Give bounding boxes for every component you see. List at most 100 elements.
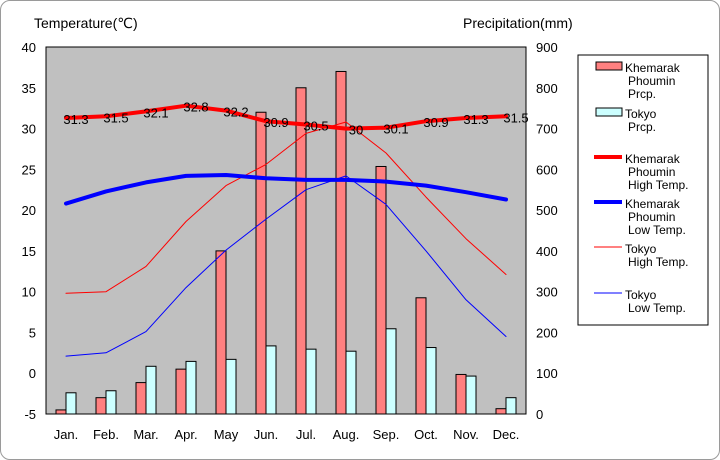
x-tick-6: Jul. — [296, 427, 316, 442]
data-label-high-3: 32.8 — [183, 100, 208, 115]
bar-khemarak-prcp-11 — [495, 408, 507, 415]
khemarak-low-line — [64, 173, 508, 206]
bar-tokyo-prcp-9 — [425, 347, 437, 415]
data-label-high-6: 30.5 — [303, 118, 328, 133]
legend-tokyo-high-label-0: Tokyo — [625, 242, 657, 256]
data-label-high-4: 32.2 — [223, 105, 248, 120]
right-tick-2: 200 — [536, 325, 558, 340]
legend-tokyo-prcp-label-0: Tokyo — [625, 107, 657, 121]
left-tick-9: 40 — [22, 40, 36, 55]
right-tick-0: 0 — [536, 407, 543, 422]
bar-tokyo-prcp-6 — [305, 348, 317, 415]
legend-tokyo-prcp-label-1: Prcp. — [628, 120, 656, 134]
bar-khemarak-prcp-1 — [95, 397, 107, 415]
bar-khemarak-prcp-4 — [215, 250, 227, 415]
bar-khemarak-prcp-5 — [255, 111, 267, 415]
bar-tokyo-prcp-7 — [345, 350, 357, 415]
left-axis-title: Temperature(℃) — [34, 15, 138, 31]
legend-tokyo-low-label-1: Low Temp. — [628, 301, 686, 315]
bars-layer — [55, 70, 517, 415]
legend-khemarak-low-label-0: Khemarak — [625, 197, 681, 211]
x-tick-11: Dec. — [493, 427, 520, 442]
tokyo-low-line — [65, 175, 507, 357]
right-axis-title: Precipitation(mm) — [463, 15, 573, 31]
legend-khemarak-prcp-label-2: Prcp. — [628, 87, 656, 101]
data-label-high-1: 31.5 — [103, 110, 128, 125]
legend-khemarak-prcp-label-0: Khemarak — [625, 61, 681, 75]
left-tick-5: 20 — [22, 203, 36, 218]
x-tick-5: Jun. — [254, 427, 279, 442]
bar-tokyo-prcp-2 — [145, 365, 157, 415]
bar-khemarak-prcp-9 — [415, 297, 427, 415]
bar-khemarak-prcp-6 — [295, 87, 307, 415]
x-tick-9: Oct. — [414, 427, 438, 442]
bar-khemarak-prcp-7 — [335, 70, 347, 415]
right-axis-ticks: 0 100 200 300 400 500 600 700 800 900 — [536, 40, 558, 422]
x-tick-10: Nov. — [453, 427, 479, 442]
x-axis-ticks: Jan. Feb. Mar. Apr. May Jun. Jul. Aug. Sep. Oct. N… — [54, 427, 520, 442]
bar-tokyo-prcp-11 — [505, 397, 517, 415]
bar-khemarak-prcp-3 — [175, 368, 187, 415]
data-labels-layer: 31.3 31.5 32.1 32.8 32.2 30.9 30.5 30 30.1 30.9 31… — [63, 100, 528, 138]
legend-tokyo-high-label-1: High Temp. — [628, 255, 688, 269]
x-tick-4: May — [214, 427, 239, 442]
bar-khemarak-prcp-2 — [135, 382, 147, 415]
left-axis-ticks: -5 0 5 10 15 20 25 30 35 40 — [22, 40, 36, 422]
right-tick-8: 800 — [536, 81, 558, 96]
lines-layer — [64, 103, 508, 357]
x-tick-2: Mar. — [133, 427, 158, 442]
bar-tokyo-prcp-4 — [225, 358, 237, 415]
legend-khemarak-high-label-1: Phoumin — [628, 165, 675, 179]
bar-tokyo-prcp-3 — [185, 360, 197, 415]
right-tick-9: 900 — [536, 40, 558, 55]
tokyo-high-line — [65, 121, 507, 294]
x-tick-0: Jan. — [54, 427, 79, 442]
left-tick-3: 10 — [22, 285, 36, 300]
right-tick-6: 600 — [536, 162, 558, 177]
legend-khemarak-prcp-swatch — [595, 61, 623, 71]
left-tick-0: -5 — [24, 407, 36, 422]
data-label-high-10: 31.3 — [463, 112, 488, 127]
data-label-high-9: 30.9 — [423, 115, 448, 130]
data-label-high-2: 32.1 — [143, 105, 168, 120]
data-label-high-0: 31.3 — [63, 112, 88, 127]
data-label-high-7: 30 — [349, 123, 363, 138]
data-label-high-5: 30.9 — [263, 115, 288, 130]
right-tick-4: 400 — [536, 244, 558, 259]
legend-tokyo-prcp-swatch — [595, 107, 623, 117]
right-tick-7: 700 — [536, 122, 558, 137]
data-label-high-11: 31.5 — [503, 110, 528, 125]
left-tick-1: 0 — [29, 366, 36, 381]
bar-tokyo-prcp-5 — [265, 345, 277, 415]
right-tick-1: 100 — [536, 366, 558, 381]
legend-box — [577, 54, 709, 326]
x-tick-8: Sep. — [373, 427, 400, 442]
bar-tokyo-prcp-1 — [105, 390, 117, 415]
left-tick-8: 35 — [22, 81, 36, 96]
bar-khemarak-prcp-10 — [455, 373, 467, 415]
right-tick-3: 300 — [536, 285, 558, 300]
left-tick-6: 25 — [22, 162, 36, 177]
legend-khemarak-high-label-0: Khemarak — [625, 152, 681, 166]
legend-khemarak-low-label-1: Phoumin — [628, 210, 675, 224]
legend: KhemarakPhouminPrcp.TokyoPrcp.KhemarakPh… — [594, 61, 688, 315]
left-tick-4: 15 — [22, 244, 36, 259]
bar-tokyo-prcp-10 — [465, 375, 477, 415]
right-tick-5: 500 — [536, 203, 558, 218]
legend-khemarak-low-label-2: Low Temp. — [628, 223, 686, 237]
plot-area — [45, 46, 527, 415]
left-tick-7: 30 — [22, 122, 36, 137]
x-tick-1: Feb. — [93, 427, 119, 442]
bar-tokyo-prcp-0 — [65, 392, 77, 415]
x-tick-3: Apr. — [174, 427, 197, 442]
legend-tokyo-low-label-0: Tokyo — [625, 288, 657, 302]
data-label-high-8: 30.1 — [383, 122, 408, 137]
legend-khemarak-high-label-2: High Temp. — [628, 178, 688, 192]
legend-khemarak-prcp-label-1: Phoumin — [628, 74, 675, 88]
x-tick-7: Aug. — [333, 427, 360, 442]
left-tick-2: 5 — [29, 325, 36, 340]
bar-khemarak-prcp-0 — [55, 409, 67, 415]
khemarak-high-line — [64, 103, 508, 131]
bar-tokyo-prcp-8 — [385, 328, 397, 415]
